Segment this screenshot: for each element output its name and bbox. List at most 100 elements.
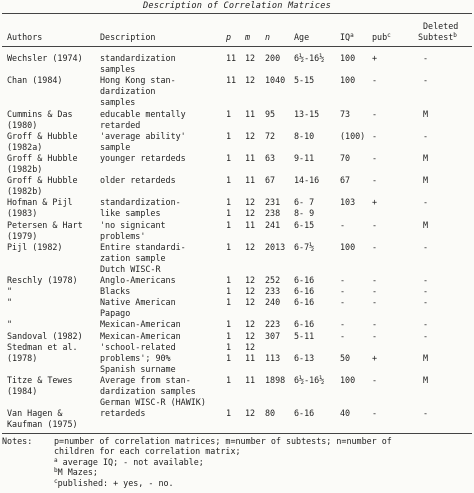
- cell-n: 1898: [265, 374, 286, 385]
- cell-iq: 100: [340, 75, 356, 86]
- cell-description: Anglo-Americans: [100, 275, 176, 285]
- cell-p: 1: [226, 297, 232, 308]
- notes-line-2: children for each correlation matrix;: [0, 446, 474, 457]
- cell-m: 12: [245, 341, 256, 352]
- cell-iq: -: [340, 286, 346, 297]
- cell-p: 1: [226, 241, 232, 252]
- cell-iq: 67: [340, 175, 351, 186]
- cell-author: Stedman et al.: [7, 341, 78, 352]
- cell-p: 1: [226, 275, 232, 285]
- cell-author: (1982b): [7, 186, 43, 197]
- cell-author: Groff & Hubble: [7, 152, 78, 163]
- cell-pub: -: [372, 319, 378, 330]
- cell-author: Sandoval (1982): [7, 330, 83, 341]
- table-row: Papago: [0, 308, 474, 319]
- cell-age: 9-11: [294, 152, 315, 163]
- cell-m: 12: [245, 297, 256, 308]
- cell-deleted-subtest: -: [423, 53, 429, 63]
- cell-author: (1983): [7, 208, 38, 219]
- cell-age: 6-7½: [294, 241, 315, 252]
- cell-n: 223: [265, 319, 281, 330]
- cell-p: 1: [226, 175, 232, 186]
- table-row: Spanish surname: [0, 364, 474, 375]
- table-row: (1983) like samples 1 12 238 8- 9: [0, 209, 474, 219]
- table-row: German WISC-R (HAWIK): [0, 397, 474, 408]
- table-row: (1982b): [0, 164, 474, 175]
- cell-pub: -: [372, 330, 378, 341]
- cell-iq: -: [340, 330, 346, 341]
- cell-pub: -: [372, 241, 378, 252]
- cell-p: 1: [226, 219, 232, 230]
- cell-description: problems'; 90%: [100, 352, 171, 363]
- cell-iq: 100: [340, 374, 356, 385]
- cell-pub: -: [372, 275, 378, 285]
- cell-pub: +: [372, 53, 378, 63]
- cell-m: 12: [245, 197, 256, 208]
- table-row: Pijl (1982) Entire standardi- 1 12 2013 6-7½ 1…: [0, 241, 474, 253]
- cell-author: (1982a): [7, 141, 43, 152]
- cell-pub: -: [372, 297, 378, 308]
- table-row: " Mexican-American 1 12 223 6-16 - - -: [0, 320, 474, 330]
- cell-description: problems': [100, 230, 146, 241]
- cell-pub: -: [372, 286, 378, 297]
- cell-p: 1: [226, 319, 232, 330]
- table-row: Groff & Hubble younger retardeds 1 11 63 9-11…: [0, 152, 474, 164]
- cell-age: 5-15: [294, 75, 315, 86]
- note-b-text: M Mazes;: [57, 467, 98, 477]
- cell-pub: +: [372, 352, 378, 363]
- table-row: Groff & Hubble 'average ability' 1 12 72 8-10…: [0, 130, 474, 142]
- cell-description: standardization-: [100, 197, 181, 208]
- cell-description: standardization: [100, 53, 176, 63]
- cell-p: 1: [226, 286, 232, 297]
- cell-n: 238: [265, 208, 281, 219]
- notes-line-b: bM Mazes;: [0, 467, 474, 478]
- cell-description: samples: [100, 64, 136, 75]
- cell-n: 233: [265, 286, 281, 297]
- cell-pub: -: [372, 152, 378, 163]
- cell-deleted-subtest: -: [423, 297, 429, 308]
- table-row: (1978) problems'; 90% 1 11 113 6-13 50 + M: [0, 352, 474, 364]
- cell-p: 1: [226, 130, 232, 141]
- cell-description: sample: [100, 141, 131, 152]
- notes-text-c: cpublished: + yes, - no.: [54, 478, 174, 488]
- cell-author: Chan (1984): [7, 75, 63, 86]
- cell-description: Mexican-American: [100, 330, 181, 341]
- header-p: p: [226, 32, 232, 42]
- cell-description: educable mentally: [100, 108, 186, 119]
- header-pub: pubc: [372, 32, 391, 42]
- cell-author: Cummins & Das: [7, 108, 73, 119]
- cell-m: 11: [245, 352, 256, 363]
- table-caption: Description of Correlation Matrices: [142, 1, 332, 11]
- cell-deleted-subtest: -: [423, 330, 429, 341]
- notes-line-1: Notes: p=number of correlation matrices;…: [0, 436, 474, 447]
- cell-iq: 100: [340, 53, 356, 63]
- cell-m: 12: [245, 241, 256, 252]
- header-deleted-line2: Subtestb: [418, 32, 457, 42]
- cell-description: 'no signicant: [100, 219, 166, 230]
- cell-description: 'average ability': [100, 130, 186, 141]
- notes-text-b: bM Mazes;: [54, 467, 98, 477]
- header-pub-label: pub: [372, 32, 388, 42]
- table-row: zation sample: [0, 252, 474, 264]
- cell-p: 11: [226, 75, 237, 86]
- table-row: samples: [0, 98, 474, 108]
- cell-author: Hofman & Pijl: [7, 197, 73, 208]
- cell-n: 252: [265, 275, 281, 285]
- cell-description: Dutch WISC-R: [100, 263, 161, 274]
- cell-description: zation sample: [100, 252, 166, 263]
- cell-n: 241: [265, 219, 281, 230]
- cell-deleted-subtest: -: [423, 286, 429, 297]
- cell-deleted-subtest: -: [423, 197, 429, 208]
- cell-deleted-subtest: -: [423, 130, 429, 141]
- note-c-sup: c: [54, 478, 58, 485]
- header-deleted-sup: b: [453, 32, 457, 39]
- table-row: dardization: [0, 86, 474, 97]
- cell-iq: 40: [340, 408, 351, 419]
- notes-text-1: p=number of correlation matrices; m=numb…: [54, 436, 392, 446]
- cell-pub: -: [372, 75, 378, 86]
- cell-deleted-subtest: M: [423, 108, 429, 119]
- header-m: m: [245, 32, 251, 42]
- cell-age: 6½-16½: [294, 53, 325, 63]
- header-rule: [2, 46, 472, 47]
- cell-pub: -: [372, 130, 378, 141]
